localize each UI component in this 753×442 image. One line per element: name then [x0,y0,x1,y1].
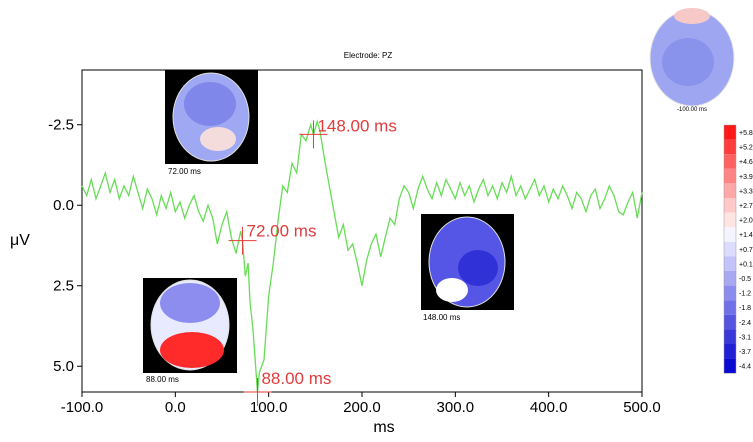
colorbar-label: -3.1 [739,334,751,341]
colorbar-label: -4.4 [739,364,751,371]
y-tick-label: -2.5 [48,117,74,134]
topomap-88ms: 88.00 ms [143,278,237,385]
topomap-72ms: 72.00 ms [165,70,258,176]
colorbar-label: +3.9 [739,174,753,181]
colorbar-swatch [724,139,736,155]
peak-marker: 148.00 ms [299,116,397,149]
colorbar-label: +0.1 [739,261,753,268]
colorbar-swatch [724,256,736,271]
colorbar-swatch [724,168,736,184]
y-tick-label: 5.0 [53,358,74,375]
topomap-baseline: -100.00 ms [649,8,735,113]
peak-marker: 88.00 ms [243,369,331,406]
colorbar-swatch [724,154,736,169]
x-tick-label: 500.0 [623,399,661,416]
erp-waveform-line [81,119,643,393]
topomap-baseline-label: -100.00 ms [677,107,707,113]
colorbar-swatch [724,344,736,359]
x-tick-label: 100.0 [250,399,288,416]
peak-marker: 72.00 ms [228,222,317,255]
colorbar-label: -3.7 [739,349,751,356]
colorbar-swatch [724,125,736,140]
colorbar-swatch [724,271,736,286]
colorbar-swatch [724,212,736,228]
series-layer: 72.00 ms 88.00 ms 148.00 ms [81,116,643,406]
peak-label: 148.00 ms [317,116,396,135]
colorbar-label: +3.3 [739,188,753,195]
colorbar-swatch [724,198,736,213]
peak-label: 88.00 ms [261,369,331,388]
colorbar-label: +2.7 [739,203,753,210]
colorbar-swatch [724,314,736,330]
x-tick-label: -100.0 [61,399,104,416]
y-tick-label: 0.0 [53,197,74,214]
colorbar-label: +4.6 [739,159,753,166]
y-axis-ticks: -2.5 0.0 2.5 5.0 [48,117,82,375]
x-tick-label: 0.0 [165,399,186,416]
colorbar-label: -1.2 [739,291,751,298]
colorbar-label: +2.0 [739,218,753,225]
topomap-72ms-label: 72.00 ms [168,167,201,176]
x-axis-ticks: -100.0 0.0 100.0 200.0 300.0 400.0 500.0 [61,392,661,416]
colorbar-swatch [724,358,736,374]
colorbar-swatch [724,183,736,198]
topomap-148ms: 148.00 ms [421,214,514,322]
colorbar-label: -0.5 [739,276,751,283]
colorbar-label: -2.4 [739,320,751,327]
colorbar-swatch [724,285,736,301]
x-axis-title: ms [373,419,394,436]
colorbar-swatch [724,329,736,344]
topomap-148ms-label: 148.00 ms [423,313,460,322]
colorbar-swatch [724,227,736,242]
colorbar: +5.8 +5.2 +4.6 +3.9 +3.3 +2.7 +2.0 +1.4 +0.7 +0.1… [723,124,753,374]
colorbar-label: +0.7 [739,247,753,254]
topomap-88ms-label: 88.00 ms [146,375,179,384]
colorbar-label: +5.2 [739,145,753,152]
x-tick-label: 400.0 [530,399,568,416]
x-tick-label: 200.0 [343,399,381,416]
colorbar-label: +1.4 [739,232,753,239]
colorbar-swatch [724,300,736,315]
y-axis-title: μV [10,232,30,249]
colorbar-border [723,124,737,374]
chart-title: Electrode: PZ [344,51,393,60]
colorbar-swatch [724,241,736,257]
colorbar-label: -1.8 [739,305,751,312]
peak-label: 72.00 ms [247,222,317,241]
x-tick-label: 300.0 [437,399,475,416]
colorbar-label: +5.8 [739,130,753,137]
y-tick-label: 2.5 [53,278,74,295]
